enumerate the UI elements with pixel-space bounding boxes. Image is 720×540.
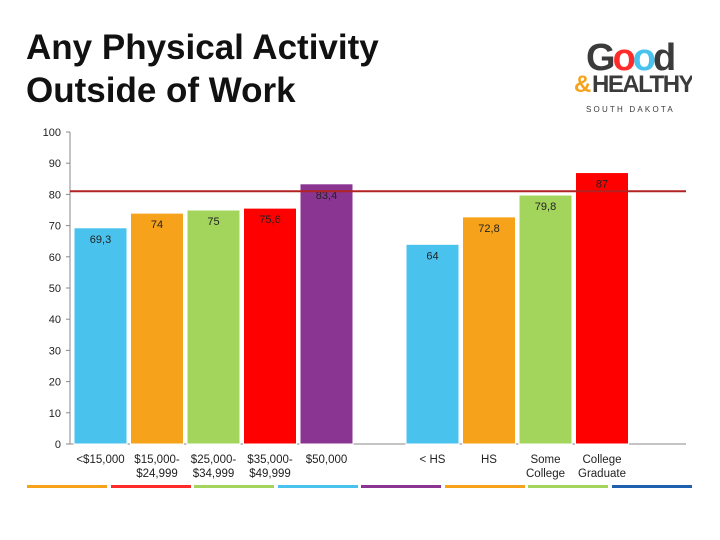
good-and-healthy-logo: Good & HEALTHY SOUTH DAKOTA xyxy=(574,37,692,114)
footer-stripe xyxy=(194,485,274,488)
logo-word-healthy: HEALTHY xyxy=(592,71,692,98)
bar xyxy=(130,212,184,445)
footer-stripe xyxy=(361,485,441,488)
category-label: College xyxy=(583,454,622,466)
bar-value-label: 87 xyxy=(596,179,608,191)
category-label: $24,999 xyxy=(136,468,178,480)
slide-title: Any Physical Activity Outside of Work xyxy=(26,26,506,112)
bar xyxy=(299,183,354,445)
category-label: <$15,000 xyxy=(76,454,124,466)
bar-value-label: 72,8 xyxy=(478,223,499,235)
title-line-2: Outside of Work xyxy=(26,71,296,110)
category-label: HS xyxy=(481,454,497,466)
y-tick-label: 100 xyxy=(43,127,61,139)
y-tick-label: 20 xyxy=(49,377,61,389)
logo-word-good: Good xyxy=(586,37,674,79)
category-label: Graduate xyxy=(578,468,626,480)
bar-value-label: 69,3 xyxy=(90,234,111,246)
logo-tagline: SOUTH DAKOTA xyxy=(586,105,675,114)
bar-value-label: 75 xyxy=(207,216,219,228)
bar xyxy=(518,194,573,445)
category-label: $15,000- xyxy=(134,454,180,466)
bar xyxy=(405,243,460,445)
title-line-1: Any Physical Activity xyxy=(26,28,379,67)
category-label: $34,999 xyxy=(193,468,235,480)
logo-ampersand: & xyxy=(574,71,591,98)
y-tick-label: 10 xyxy=(49,408,61,420)
y-tick-label: 40 xyxy=(49,314,61,326)
bar-value-label: 83,4 xyxy=(316,190,337,202)
footer-stripe xyxy=(444,485,525,488)
bar xyxy=(73,227,128,445)
bar xyxy=(186,209,241,445)
category-label: $50,000 xyxy=(306,454,348,466)
bar xyxy=(243,207,297,445)
category-label: College xyxy=(526,468,565,480)
category-label: Some xyxy=(530,454,560,466)
bar xyxy=(462,216,516,445)
bar-value-label: 64 xyxy=(426,250,438,262)
footer-stripe xyxy=(110,485,191,488)
footer-stripe xyxy=(528,485,608,488)
y-tick-label: 30 xyxy=(49,345,61,357)
bar-value-label: 75,6 xyxy=(259,214,280,226)
footer-stripe xyxy=(277,485,358,488)
category-label: < HS xyxy=(420,454,446,466)
footer-stripe xyxy=(611,485,692,488)
bar-value-label: 79,8 xyxy=(535,201,556,213)
category-label: $25,000- xyxy=(191,454,237,466)
footer-stripe xyxy=(27,485,107,488)
y-tick-label: 90 xyxy=(49,158,61,170)
bar-value-label: 74 xyxy=(151,219,163,231)
y-tick-label: 80 xyxy=(49,189,61,201)
y-tick-label: 0 xyxy=(55,439,61,451)
bar xyxy=(575,172,629,445)
y-tick-label: 70 xyxy=(49,221,61,233)
category-label: $35,000- xyxy=(247,454,293,466)
category-label: $49,999 xyxy=(249,468,291,480)
y-tick-label: 60 xyxy=(49,252,61,264)
y-tick-label: 50 xyxy=(49,283,61,295)
